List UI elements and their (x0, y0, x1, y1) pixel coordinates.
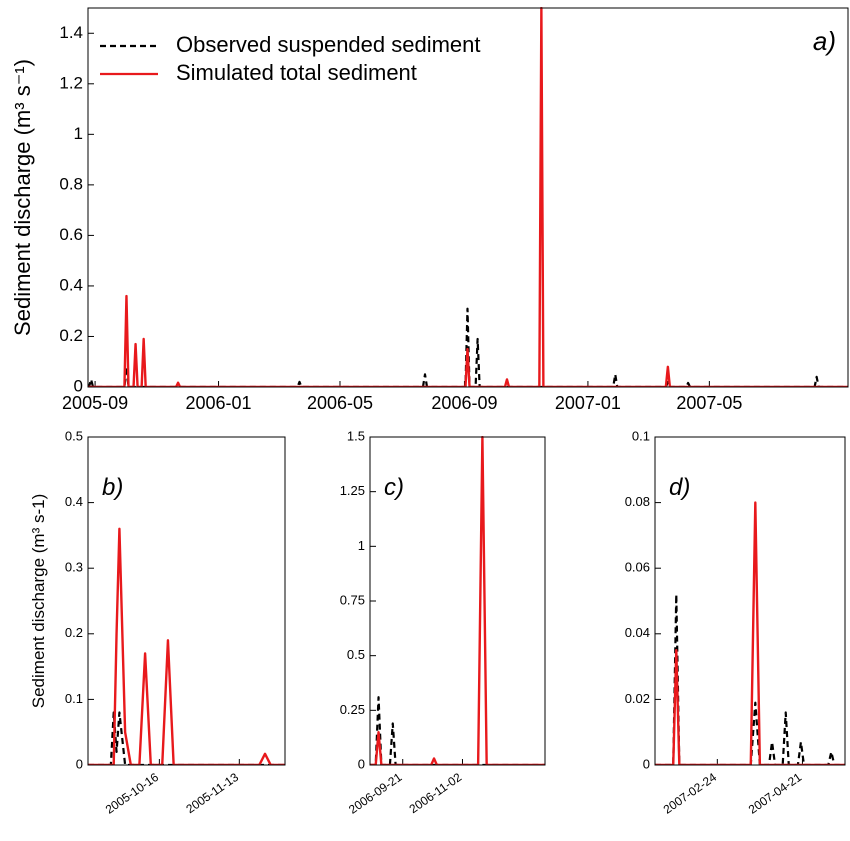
y-tick-label: 0 (358, 756, 365, 771)
y-tick-label: 0 (74, 376, 83, 395)
x-tick-label: 2007-02-24 (661, 770, 720, 817)
plot-frame (369, 436, 546, 766)
y-tick-label: 1 (74, 124, 83, 143)
x-tick-label: 2005-10-16 (103, 770, 162, 817)
simulated-line (88, 7, 848, 387)
x-tick-label: 2006-11-02 (407, 770, 465, 816)
x-tick-label: 2006-09 (431, 393, 497, 413)
y-tick-label: 0.75 (340, 592, 365, 607)
x-tick-label: 2007-04-21 (746, 770, 805, 817)
y-tick-label: 0.06 (625, 560, 650, 575)
simulated-line (655, 501, 845, 765)
x-tick-label: 2006-05 (307, 393, 373, 413)
y-tick-label: 0.25 (340, 702, 365, 717)
y-tick-label: 1.25 (340, 483, 365, 498)
legend-label: Observed suspended sediment (176, 32, 481, 57)
y-tick-label: 0.4 (59, 275, 83, 294)
x-tick-label: 2006-09-21 (346, 770, 405, 817)
y-tick-label: 0.2 (65, 625, 83, 640)
panel-label: d) (669, 474, 690, 501)
y-axis-label: Sediment discharge (m³ s-1) (29, 494, 48, 708)
y-tick-label: 0.6 (59, 225, 83, 244)
y-tick-label: 1.5 (347, 428, 365, 443)
y-tick-label: 0.04 (625, 625, 650, 640)
y-tick-label: 0.2 (59, 326, 83, 345)
y-tick-label: 0.02 (625, 691, 650, 706)
legend-label: Simulated total sediment (176, 60, 417, 85)
y-tick-label: 0.4 (65, 494, 83, 509)
panel: 0 0.02 0.04 0.06 0.08 0.1 2007-02-24 2007-04-21… (625, 428, 846, 817)
plot-frame (654, 436, 846, 766)
y-tick-label: 0.8 (59, 174, 83, 193)
y-tick-label: 0.1 (65, 691, 83, 706)
y-tick-label: 0.5 (65, 428, 83, 443)
observed-line (370, 696, 545, 765)
panel: 0 0.25 0.5 0.75 1 1.25 1.5 2006-09-21 2006-11-02… (340, 428, 546, 817)
y-tick-label: 0.5 (347, 647, 365, 662)
y-tick-label: 0 (76, 756, 83, 771)
y-tick-label: 0.3 (65, 560, 83, 575)
panel-label: a) (813, 26, 836, 56)
panel-label: b) (102, 474, 123, 501)
observed-line (655, 593, 845, 765)
y-axis-label: Sediment discharge (m³ s⁻¹) (10, 59, 35, 336)
simulated-line (88, 527, 285, 765)
y-tick-label: 1 (358, 538, 365, 553)
y-tick-label: 0 (643, 756, 650, 771)
x-tick-label: 2005-09 (62, 393, 128, 413)
simulated-line (370, 436, 545, 765)
x-tick-label: 2006-01 (186, 393, 252, 413)
y-tick-label: 1.4 (59, 23, 83, 42)
x-tick-label: 2005-11-13 (183, 770, 241, 816)
x-tick-label: 2007-05 (676, 393, 742, 413)
observed-line (88, 307, 848, 387)
x-tick-label: 2007-01 (555, 393, 621, 413)
y-tick-label: 0.1 (632, 428, 650, 443)
panel: 0 0.1 0.2 0.3 0.4 0.5 2005-10-16 2005-11-13 b) Se… (29, 428, 286, 817)
panel: 0 0.2 0.4 0.6 0.8 1 1.2 1.4 2005-09 2006-01 2006-0… (10, 7, 849, 413)
y-tick-label: 0.08 (625, 494, 650, 509)
observed-line (88, 711, 285, 765)
panel-label: c) (384, 474, 404, 501)
plot-frame (87, 7, 849, 388)
y-tick-label: 1.2 (59, 73, 83, 92)
plot-frame (87, 436, 286, 766)
